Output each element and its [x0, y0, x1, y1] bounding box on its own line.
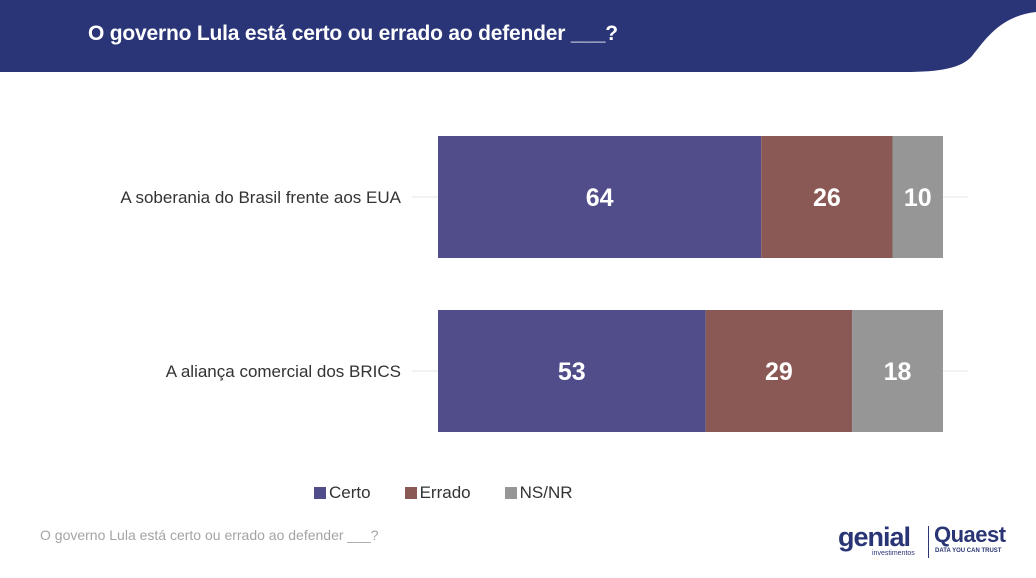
legend-swatch-nsnr: [504, 487, 517, 499]
data-label: 53: [558, 358, 586, 386]
genial-logo-subtitle: investimentos: [872, 550, 915, 557]
data-label: 18: [884, 358, 912, 386]
legend-label-certo: Certo: [329, 483, 371, 502]
category-label: A soberania do Brasil frente aos EUA: [120, 188, 401, 207]
category-label: A aliança comercial dos BRICS: [166, 362, 401, 381]
chart-legend: Certo Errado NS/NR: [314, 483, 573, 503]
legend-label-errado: Errado: [419, 483, 471, 502]
bar-segment-certo: [438, 136, 762, 258]
header-banner: O governo Lula está certo ou errado ao d…: [0, 0, 1036, 72]
quaest-logo: Quaest: [934, 522, 1006, 547]
data-label: 26: [813, 184, 841, 212]
footnote: O governo Lula está certo ou errado ao d…: [40, 527, 379, 543]
legend-item-errado: Errado: [404, 483, 471, 503]
bar-segment-nsnr: [852, 310, 943, 432]
data-label: 10: [904, 184, 932, 212]
data-label: 64: [586, 184, 614, 212]
page-title: O governo Lula está certo ou errado ao d…: [88, 22, 618, 45]
bar-segment-errado: [705, 310, 853, 432]
bar-segment-errado: [761, 136, 893, 258]
header-background: [0, 0, 1036, 72]
legend-item-certo: Certo: [314, 483, 371, 503]
legend-label-nsnr: NS/NR: [519, 483, 573, 502]
legend-item-nsnr: NS/NR: [504, 483, 573, 503]
legend-swatch-certo: [314, 487, 326, 499]
bar-segment-certo: [438, 310, 706, 432]
legend-swatch-errado: [404, 487, 417, 499]
logo-divider: [928, 526, 929, 558]
stacked-bar-chart: A soberania do Brasil frente aos EUA 64 26…: [120, 136, 968, 432]
quaest-logo-subtitle: DATA YOU CAN TRUST: [935, 548, 1002, 554]
brand-logos: genial investimentos Quaest DATA YOU CAN…: [838, 522, 1018, 562]
bar-segment-nsnr: [892, 136, 943, 258]
data-label: 29: [765, 358, 793, 386]
genial-logo: genial: [838, 522, 911, 552]
